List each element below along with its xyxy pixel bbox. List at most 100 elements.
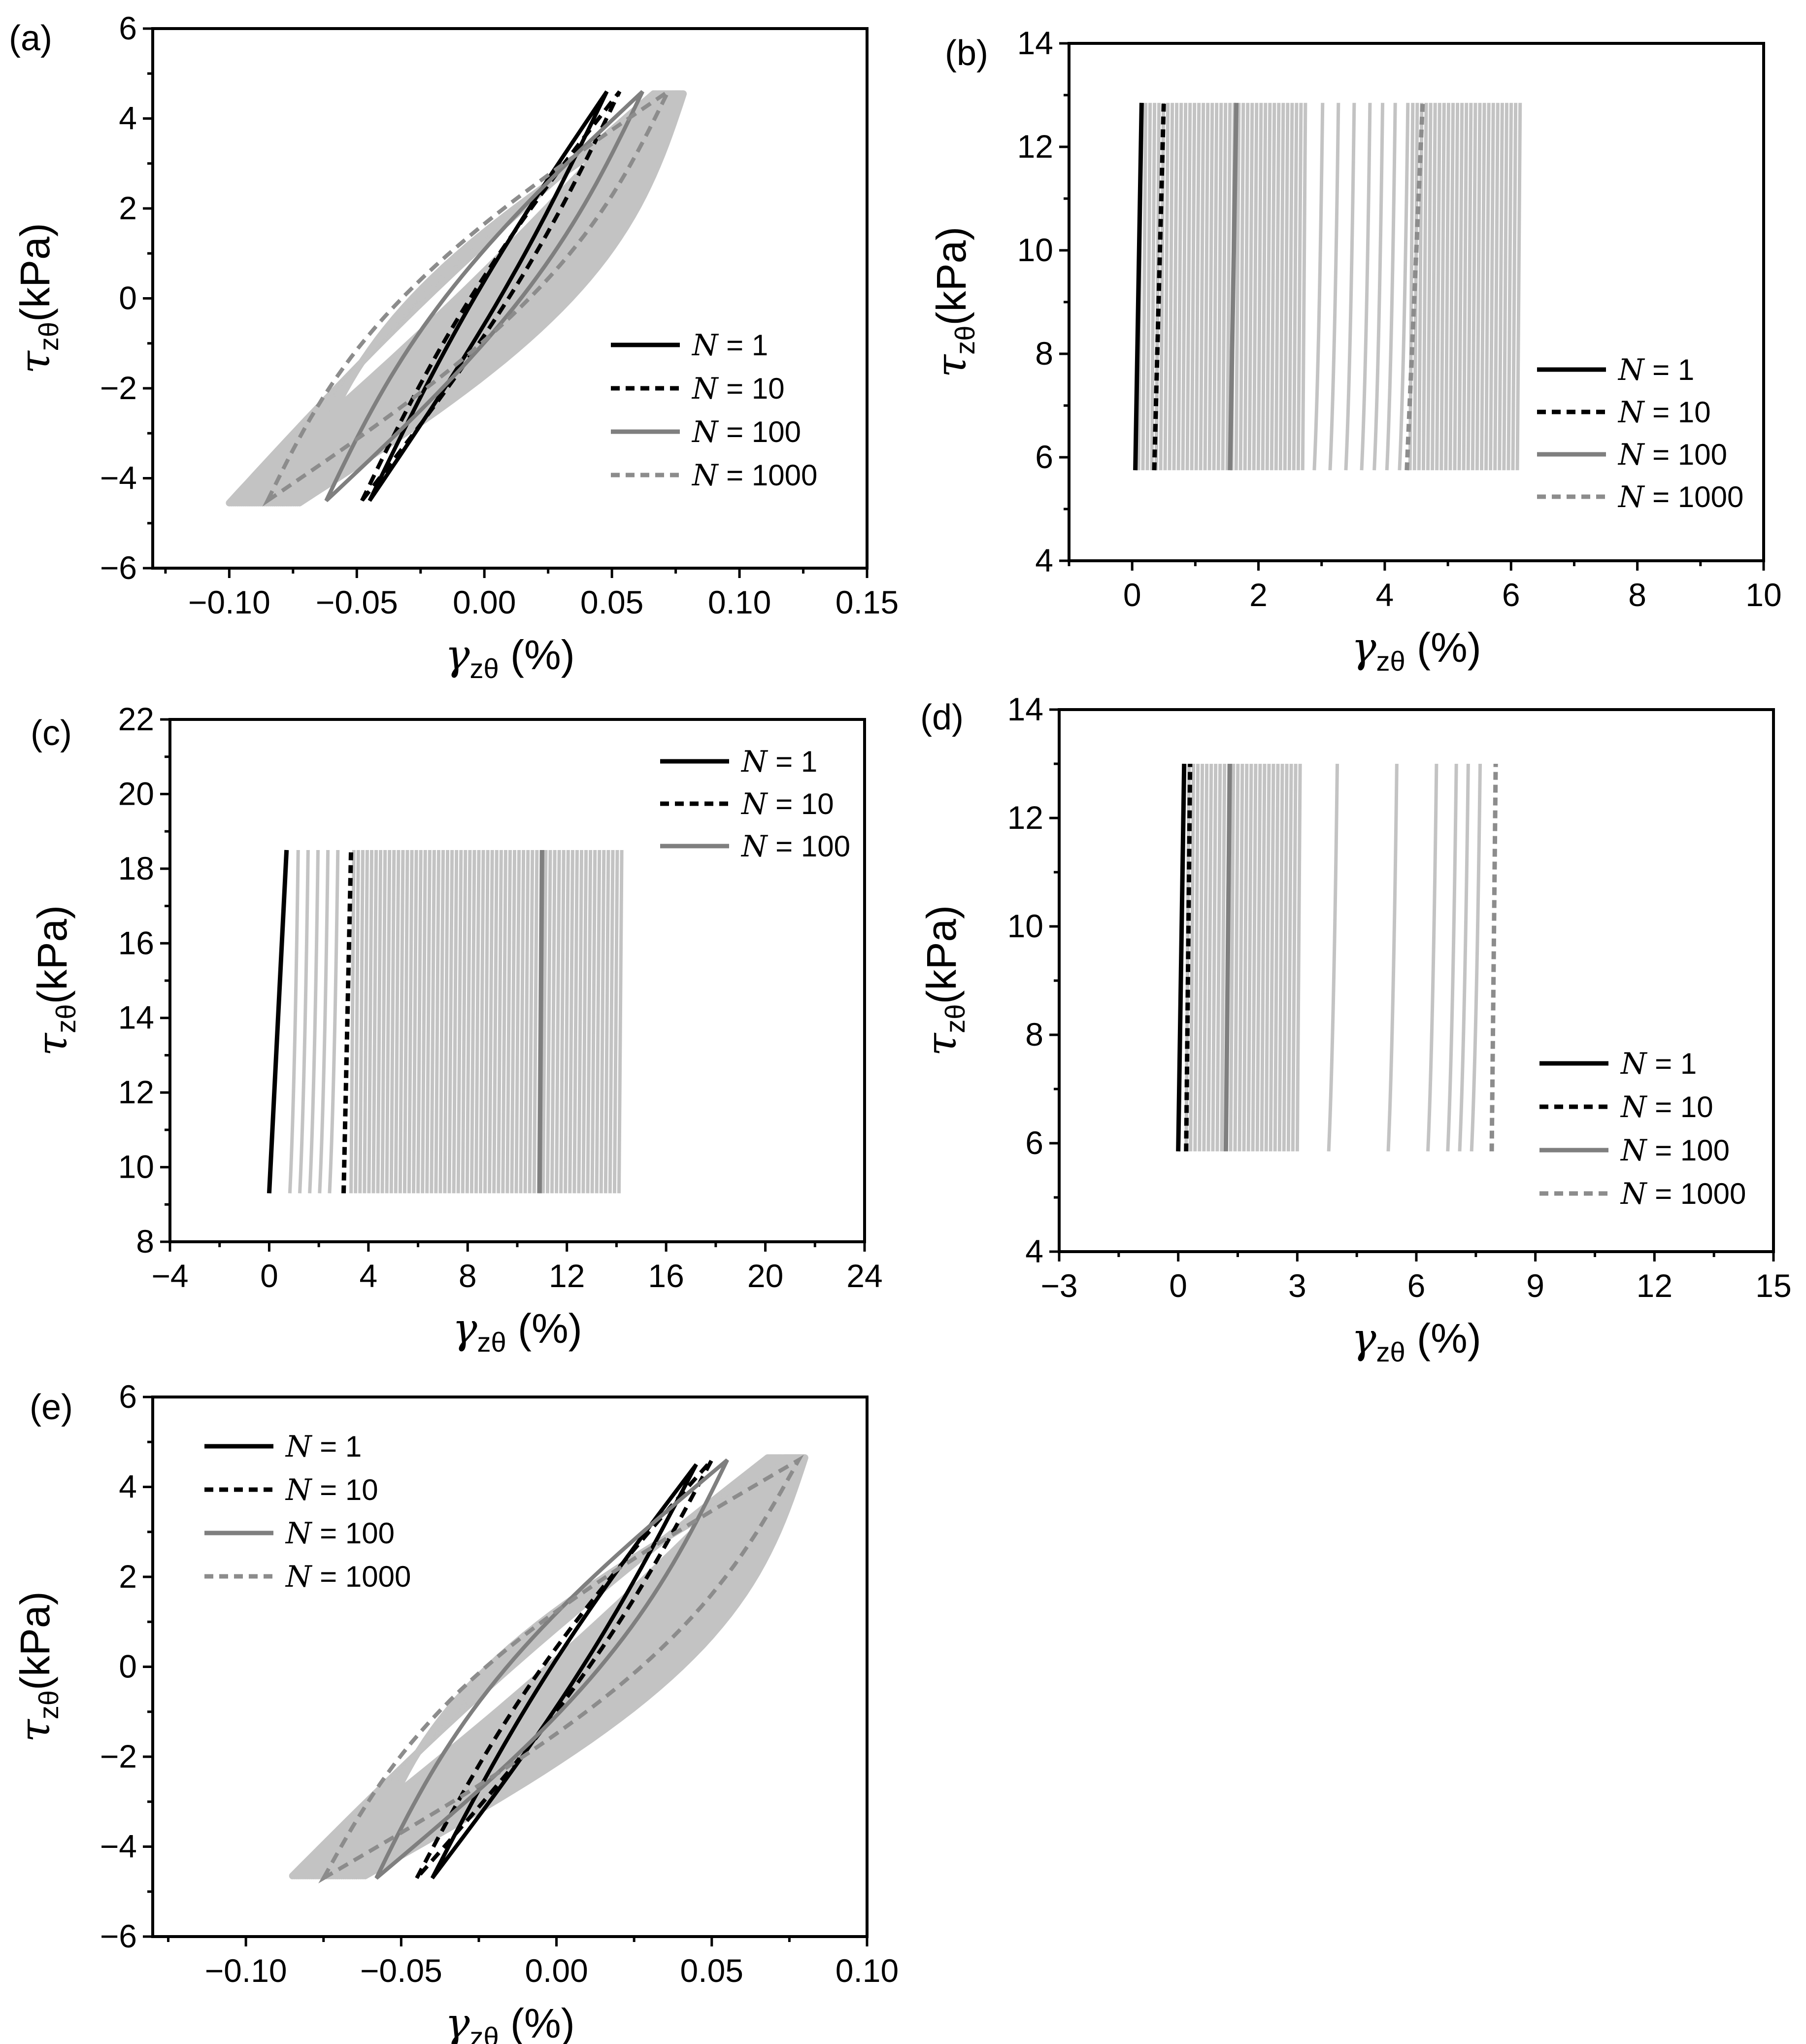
cycle-stripe — [1141, 102, 1148, 471]
x-tick-label: 10 — [1745, 577, 1781, 613]
x-tick-label: 0.10 — [836, 1952, 899, 1989]
x-tick-label: 8 — [459, 1258, 477, 1294]
y-tick-label: 16 — [118, 924, 154, 961]
cycle-line — [298, 850, 310, 1193]
series-n-1000 — [318, 1455, 804, 1884]
cycle-stripe — [1498, 102, 1504, 471]
cycle-stripe — [1256, 102, 1263, 471]
cycle-stripe — [1172, 102, 1179, 471]
cycle-stripe — [519, 850, 526, 1193]
x-axis-title: γzθ (%) — [452, 1304, 582, 1358]
panel-c: (c) −4 0 4 8 12 16 20 24 8 10 12 14 16 18 20 22 γzθ (%) τz… — [28, 701, 883, 1358]
x-axis-title: γzθ (%) — [445, 1999, 574, 2044]
cycle-stripe — [1247, 102, 1254, 471]
legend: N = 1 N = 10 N = 100 N = 1000 — [611, 328, 817, 493]
cycle-stripe — [1193, 763, 1200, 1152]
cycle-stripe — [1234, 102, 1241, 471]
cycle-stripe — [1296, 102, 1303, 471]
panel-d: (d) −3 0 3 6 9 12 15 4 6 8 10 12 14 γzθ (%) τzθ(kPa) N =… — [917, 691, 1792, 1367]
x-tick-label: 2 — [1249, 577, 1268, 613]
cycle-line — [1344, 102, 1356, 471]
y-tick-label: 4 — [1035, 542, 1053, 579]
series-n-100 — [1228, 102, 1239, 471]
cycle-stripe — [1203, 102, 1210, 471]
cycle-stripe — [1453, 102, 1460, 471]
plot-area — [1176, 763, 1498, 1152]
legend-entry: N = 10 — [1620, 1090, 1713, 1124]
y-axis-title: τzθ(kPa) — [28, 905, 81, 1056]
cycle-stripe — [590, 850, 597, 1193]
cycle-stripe — [1431, 102, 1437, 471]
cycle-stripe — [465, 850, 472, 1193]
x-tick-label: 0 — [1123, 577, 1141, 613]
cycle-stripe — [358, 850, 365, 1193]
legend-entry: N = 10 — [740, 787, 834, 821]
cycle-stripe — [545, 850, 552, 1193]
legend: N = 1 N = 10 N = 100 N = 1000 — [204, 1430, 411, 1594]
y-tick-label: 10 — [1007, 908, 1043, 944]
cycle-stripe — [1202, 763, 1209, 1152]
y-tick-label: 14 — [1007, 691, 1043, 727]
cycle-stripe — [461, 850, 468, 1193]
cycle-stripe — [1283, 102, 1290, 471]
cycle-stripe — [1229, 763, 1236, 1152]
cycle-line — [1458, 763, 1470, 1152]
cycle-stripe — [1260, 763, 1267, 1152]
legend-entry: N = 100 — [740, 829, 850, 864]
legend-entry: N = 1000 — [1617, 480, 1743, 514]
legend: N = 1 N = 10 N = 100 N = 1000 — [1539, 1047, 1746, 1211]
series-n-1 — [1133, 102, 1144, 471]
cycle-line — [1426, 763, 1438, 1152]
cycle-stripe — [1439, 102, 1446, 471]
cycle-line — [328, 850, 340, 1193]
cycle-stripe — [1220, 763, 1227, 1152]
x-axis-title: γzθ (%) — [1351, 1314, 1481, 1367]
legend-entry: N = 100 — [1617, 438, 1727, 472]
cycle-line — [1372, 102, 1385, 471]
cycle-stripe — [1484, 102, 1491, 471]
x-tick-label: −3 — [1040, 1267, 1077, 1304]
legend-entry: N = 1 — [285, 1430, 362, 1464]
legend-entry: N = 100 — [691, 415, 801, 449]
cycle-line — [318, 850, 330, 1193]
cycle-stripe — [1515, 102, 1522, 471]
cycle-stripe — [1506, 102, 1513, 471]
cycle-stripe — [1261, 102, 1268, 471]
cycle-stripe — [398, 850, 405, 1193]
x-tick-label: −0.05 — [360, 1952, 442, 1989]
cycle-stripe — [497, 850, 503, 1193]
cycle-stripe — [1292, 102, 1299, 471]
x-tick-label: 20 — [747, 1258, 783, 1294]
x-tick-label: 0.05 — [580, 584, 643, 620]
cycle-stripe — [572, 850, 579, 1193]
cycle-line — [1385, 102, 1397, 471]
cycle-stripe — [559, 850, 566, 1193]
cycle-stripe — [456, 850, 463, 1193]
cycle-stripe — [1269, 763, 1275, 1152]
cycle-stripe — [1150, 102, 1157, 471]
plot-area — [289, 1454, 808, 1884]
cycle-stripe — [402, 850, 409, 1193]
y-axis-title: τzθ(kPa) — [11, 1591, 64, 1742]
cycle-stripe — [478, 850, 485, 1193]
legend-entry: N = 100 — [1620, 1133, 1730, 1168]
cycle-stripe — [1264, 763, 1271, 1152]
cycle-stripe — [438, 850, 445, 1193]
y-axis-title: τzθ(kPa) — [917, 905, 970, 1056]
cycle-stripe — [603, 850, 610, 1193]
legend-entry: N = 10 — [691, 372, 785, 406]
cycle-stripe — [568, 850, 574, 1193]
cycle-stripe — [1493, 102, 1500, 471]
cycle-stripe — [1475, 102, 1482, 471]
cycle-stripe — [541, 850, 548, 1193]
cycle-stripe — [354, 850, 360, 1193]
cycle-stripe — [1471, 102, 1477, 471]
x-tick-label: 0.00 — [525, 1952, 588, 1989]
x-tick-label: −0.10 — [205, 1952, 287, 1989]
series-n-10 — [1152, 102, 1166, 471]
series-n-1000 — [1405, 102, 1425, 471]
panel-e: (e) −0.10 −0.05 0.00 0.05 0.10 −6 −4 −2 0 2 4 6 γzθ (… — [11, 1378, 899, 2044]
cycle-stripe — [586, 850, 593, 1193]
series-n-1 — [368, 90, 609, 502]
y-tick-label: −4 — [100, 1828, 137, 1865]
